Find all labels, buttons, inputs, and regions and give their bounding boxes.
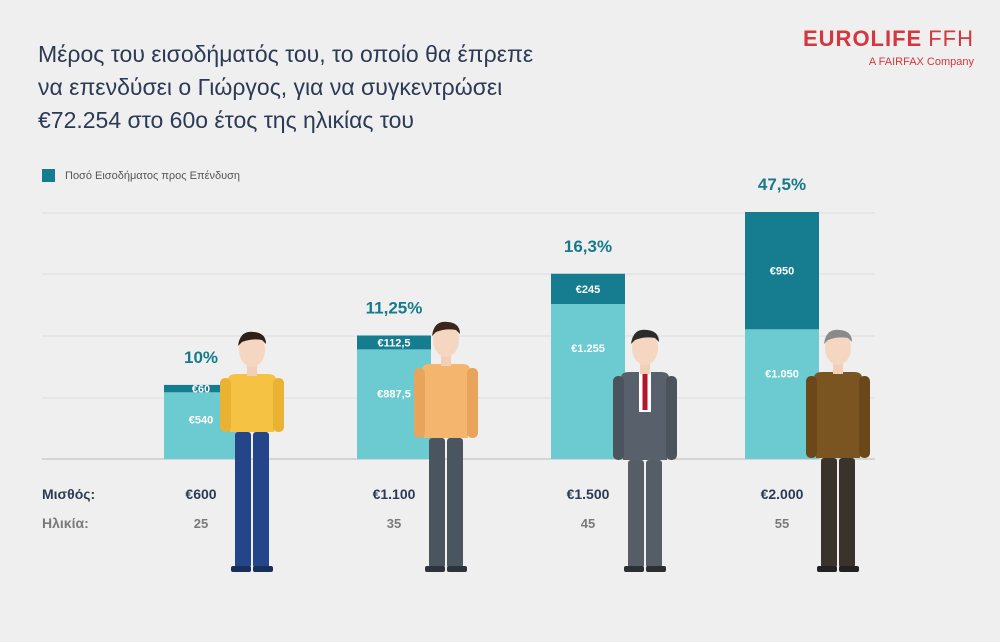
salary-value: €1.100 xyxy=(373,486,416,502)
salary-row-label: Μισθός: xyxy=(42,486,95,502)
logo-main-text: EUROLIFE xyxy=(803,26,923,51)
torso xyxy=(228,374,276,432)
data-label-invest: €112,5 xyxy=(377,337,410,349)
logo-tagline: A FAIRFAX Company xyxy=(868,56,974,68)
data-label-invest: €245 xyxy=(576,284,600,296)
leg-left xyxy=(429,438,445,568)
data-label-invest: €60 xyxy=(192,384,210,396)
person-45-figure xyxy=(613,329,677,572)
neck xyxy=(640,362,650,374)
percent-label: 16,3% xyxy=(564,237,612,256)
age-value: 45 xyxy=(581,516,595,531)
arm-right xyxy=(859,376,870,458)
shoe-left xyxy=(425,566,445,572)
head xyxy=(632,331,658,365)
bar-invest-25 xyxy=(164,384,238,393)
bar-invest-55 xyxy=(745,212,819,330)
hair xyxy=(824,329,852,344)
leg-right xyxy=(839,458,855,568)
shoe-left xyxy=(624,566,644,572)
torso xyxy=(621,372,669,460)
shoe-right xyxy=(447,566,467,572)
shoe-left xyxy=(817,566,837,572)
salary-value: €2.000 xyxy=(761,486,804,502)
data-label-remaining: €540 xyxy=(189,414,213,426)
person-25-figure xyxy=(220,331,284,572)
legend-label: Ποσό Εισοδήματος προς Επένδυση xyxy=(65,169,241,182)
torso xyxy=(814,372,862,458)
neck xyxy=(833,362,843,374)
arm-right xyxy=(273,378,284,432)
bar-remaining-45 xyxy=(551,304,625,459)
chart-legend: Ποσό Εισοδήματος προς Επένδυση xyxy=(42,169,240,182)
arm-right xyxy=(467,368,478,438)
person-35-figure xyxy=(414,321,478,572)
data-label-invest: €950 xyxy=(770,266,794,278)
bar-invest-35 xyxy=(357,335,431,350)
neck xyxy=(247,364,257,376)
percent-label: 47,5% xyxy=(758,175,806,194)
salary-value: €1.500 xyxy=(567,486,610,502)
leg-right xyxy=(253,432,269,568)
shoe-right xyxy=(646,566,666,572)
data-label-remaining: €887,5 xyxy=(377,388,411,400)
head xyxy=(825,331,851,365)
leg-left xyxy=(628,460,644,568)
leg-left xyxy=(235,432,251,568)
salary-value: €600 xyxy=(185,486,216,502)
head xyxy=(239,333,265,367)
data-label-remaining: €1.050 xyxy=(765,368,799,380)
percent-label: 11,25% xyxy=(366,299,423,318)
hair xyxy=(238,331,266,346)
bar-invest-45 xyxy=(551,273,625,305)
data-label-remaining: €1.255 xyxy=(571,343,605,355)
title-line-2: να επενδύσει ο Γιώργος, για να συγκεντρώ… xyxy=(38,74,503,100)
title-line-3: €72.254 στο 60ο έτος της ηλικίας του xyxy=(38,107,414,133)
person-55-figure xyxy=(806,329,870,572)
leg-right xyxy=(646,460,662,568)
age-value: 55 xyxy=(775,516,789,531)
age-row-label: Ηλικία: xyxy=(42,515,89,531)
age-value: 35 xyxy=(387,516,401,531)
arm-left xyxy=(806,376,817,458)
brand-logo: EUROLIFE FFH A FAIRFAX Company xyxy=(803,26,974,68)
hair xyxy=(432,321,460,336)
legend-swatch xyxy=(42,169,55,182)
shoe-left xyxy=(231,566,251,572)
shoe-right xyxy=(839,566,859,572)
neck xyxy=(441,354,451,366)
hair xyxy=(631,329,659,344)
arm-right xyxy=(666,376,677,460)
tie-icon xyxy=(642,374,648,410)
leg-left xyxy=(821,458,837,568)
arm-left xyxy=(220,378,231,432)
chart-title: Μέρος του εισοδήματός του, το οποίο θα έ… xyxy=(38,38,678,137)
arm-left xyxy=(613,376,624,460)
leg-right xyxy=(447,438,463,568)
logo-suffix-text: FFH xyxy=(928,26,974,51)
shoe-right xyxy=(253,566,273,572)
title-line-1: Μέρος του εισοδήματός του, το οποίο θα έ… xyxy=(38,41,534,67)
head xyxy=(433,323,459,357)
torso xyxy=(422,364,470,438)
age-value: 25 xyxy=(194,516,208,531)
percent-label: 10% xyxy=(184,348,218,367)
logo-wordmark: EUROLIFE FFH xyxy=(803,26,974,52)
arm-left xyxy=(414,368,425,438)
